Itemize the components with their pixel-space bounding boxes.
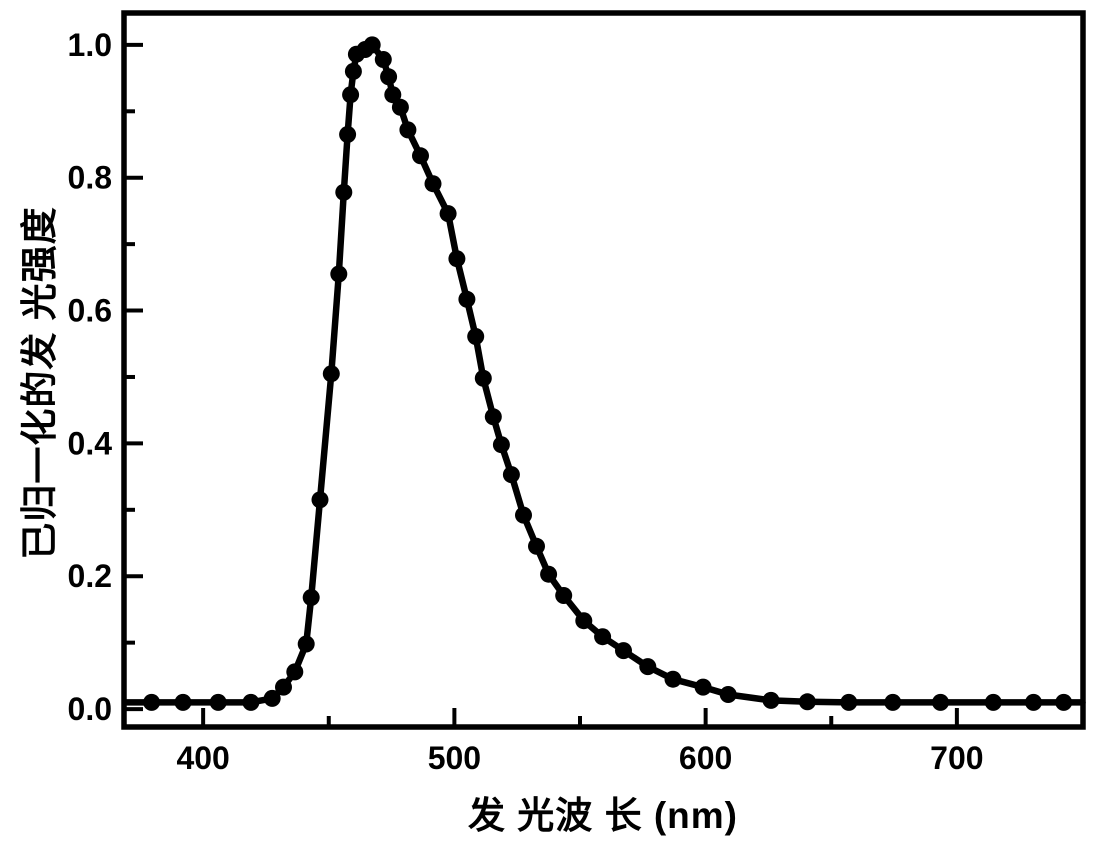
data-point-marker <box>322 365 340 383</box>
data-point-marker <box>448 250 466 268</box>
data-point-marker <box>330 265 348 283</box>
data-point-marker <box>694 678 712 696</box>
data-point-marker <box>424 175 442 193</box>
y-tick-label: 0.0 <box>68 691 112 727</box>
data-point-marker <box>840 693 858 711</box>
data-point-marker <box>474 369 492 387</box>
data-point-marker <box>344 62 362 80</box>
data-point-marker <box>575 612 593 630</box>
data-point-marker <box>363 36 381 54</box>
data-point-marker <box>798 693 816 711</box>
data-point-marker <box>380 68 398 86</box>
data-point-marker <box>399 121 417 139</box>
data-point-marker <box>555 587 573 604</box>
data-point-marker <box>719 686 737 703</box>
data-point-marker <box>1025 693 1042 711</box>
y-axis-title: 已归一化的发 光强度 <box>19 206 60 560</box>
data-point-marker <box>342 86 360 104</box>
x-tick-label: 600 <box>679 740 732 776</box>
y-tick-label: 0.6 <box>68 293 112 329</box>
data-point-marker <box>374 51 392 68</box>
data-point-marker <box>502 466 520 484</box>
data-point-marker <box>492 436 510 454</box>
data-point-marker <box>884 693 902 711</box>
y-tick-label: 0.2 <box>68 558 112 594</box>
data-point-marker <box>143 693 161 711</box>
x-tick-label: 400 <box>176 740 229 776</box>
data-point-marker <box>275 678 292 696</box>
data-point-marker <box>439 205 457 223</box>
data-point-marker <box>984 693 1002 711</box>
data-point-marker <box>467 328 485 345</box>
data-point-marker <box>391 98 409 116</box>
spectrum-line <box>121 41 1086 706</box>
data-point-marker <box>412 147 429 165</box>
data-point-marker <box>263 689 281 707</box>
data-point-marker <box>458 290 476 308</box>
data-point-marker <box>209 693 227 711</box>
data-point-marker <box>664 670 682 688</box>
data-point-marker <box>384 86 402 104</box>
x-tick-label: 700 <box>930 740 983 776</box>
data-point-marker <box>515 506 532 524</box>
y-tick-label: 0.4 <box>68 425 113 461</box>
y-tick-label: 1.0 <box>68 27 112 63</box>
data-point-marker <box>286 663 304 681</box>
plot-frame <box>121 10 1086 730</box>
data-point-marker <box>639 658 657 676</box>
data-point-marker <box>339 126 357 143</box>
data-point-marker <box>528 537 545 555</box>
data-point-marker <box>335 183 353 201</box>
data-point-marker <box>242 693 260 711</box>
x-axis-title: 发 光波 长 (nm) <box>468 795 738 836</box>
data-point-marker <box>594 628 612 646</box>
data-point-marker <box>302 589 320 606</box>
data-point-marker <box>484 408 502 426</box>
y-tick-label: 0.8 <box>68 160 112 196</box>
data-point-marker <box>297 635 315 653</box>
data-point-marker <box>1055 693 1073 711</box>
data-point-marker <box>762 691 780 709</box>
data-point-marker <box>311 491 329 509</box>
data-point-marker <box>932 693 949 711</box>
data-point-marker <box>615 642 632 660</box>
data-point-marker <box>540 565 558 583</box>
x-tick-label: 500 <box>428 740 481 776</box>
data-point-marker <box>174 693 192 711</box>
